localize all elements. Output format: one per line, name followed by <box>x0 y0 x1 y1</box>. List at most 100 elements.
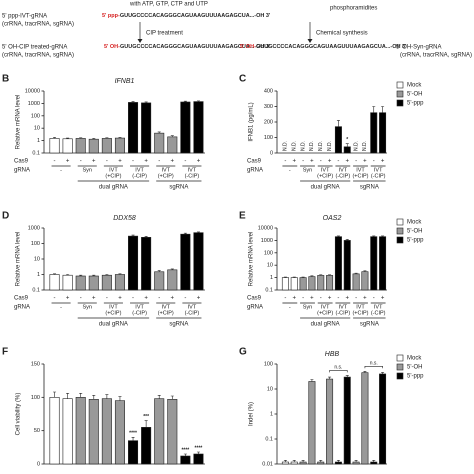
grna-label: Syn <box>303 304 312 310</box>
bar <box>290 461 298 465</box>
row-label: gRNA <box>14 168 30 174</box>
nd-label: N.D. <box>362 141 368 151</box>
error-bar <box>170 268 174 270</box>
group-label: dual gRNA <box>311 185 340 191</box>
bar <box>281 277 289 291</box>
grna-label: IVT <box>161 304 170 310</box>
panel-letter: E <box>239 211 246 222</box>
grna-label: (+CIP) <box>158 310 174 316</box>
y-tick-label: 200 <box>264 119 273 125</box>
cas9-label: - <box>106 296 108 302</box>
y-tick-label: 100 <box>31 395 40 401</box>
error-bar <box>131 437 135 441</box>
legend-swatch <box>396 90 404 98</box>
prefix: 5' ppp- <box>102 13 120 19</box>
legend-swatch <box>396 99 404 107</box>
bar <box>180 101 191 154</box>
arrow-head <box>307 39 313 43</box>
bar <box>334 126 342 154</box>
grna-label: IVT <box>374 304 383 310</box>
group-label: sgRNA <box>169 322 188 328</box>
bar <box>308 381 316 465</box>
error-bar <box>345 143 349 147</box>
scheme: with ATP, GTP, CTP and UTP 5' ppp-IVT-gR… <box>2 2 472 59</box>
cas9-label: + <box>144 296 148 302</box>
cas9-label: + <box>345 296 349 302</box>
grna-label: IVT <box>135 167 144 173</box>
error-bar <box>144 236 148 238</box>
cas9-label: + <box>66 296 70 302</box>
error-bar <box>53 137 57 139</box>
panel-letter: G <box>239 347 247 358</box>
grna-label: IVT <box>109 304 118 310</box>
bar <box>334 236 342 291</box>
nd-label: N.D. <box>300 141 306 151</box>
y-tick-label: 0.1 <box>265 436 273 442</box>
cip: CIP treatment <box>146 31 183 37</box>
cas9-label: - <box>373 159 375 165</box>
cas9-label: - <box>302 296 304 302</box>
seq: GUUGCCCCACAGGGCAGUAAGUUUAAGAGCUA...-OH 3… <box>120 13 271 19</box>
ivt-note: with ATP, GTP, CTP and UTP <box>129 2 208 8</box>
y-tick-label: 10 <box>34 256 40 262</box>
bar <box>88 138 99 154</box>
error-bar <box>53 273 57 275</box>
grna-label: IVT <box>109 167 118 173</box>
error-bar <box>336 235 340 237</box>
bar <box>193 101 204 154</box>
y-tick-label: 0 <box>37 461 40 467</box>
chem: Chemical synthesis <box>316 31 368 37</box>
cas9-label: - <box>54 296 56 302</box>
error-bar <box>183 232 187 235</box>
error-bar <box>157 131 161 134</box>
nd-label: N.D. <box>353 141 359 151</box>
cas9-label: + <box>381 296 385 302</box>
error-bar <box>319 460 323 463</box>
cas9-label: - <box>184 159 186 165</box>
bar <box>88 275 99 291</box>
bar <box>379 373 387 465</box>
error-bar <box>372 106 376 113</box>
bar <box>114 400 125 465</box>
phos: phosphoramidites <box>330 6 377 12</box>
bar <box>343 240 351 291</box>
bar <box>326 275 334 291</box>
ppp-sub: (crRNA, tracrRNA, sgRNA) <box>2 22 74 28</box>
bar <box>326 378 334 465</box>
grna-label: IVT <box>339 167 348 173</box>
row-label: Cas9 <box>14 296 29 302</box>
bar <box>114 137 125 154</box>
cas9-label: - <box>355 296 357 302</box>
y-axis-label: Relative mRNA level <box>16 95 22 150</box>
y-tick-label: 0.1 <box>32 150 40 156</box>
grna-label: Syn <box>303 167 312 173</box>
error-bar <box>170 135 174 137</box>
bar <box>62 274 73 291</box>
cas9-label: + <box>171 296 175 302</box>
grna-label: (-CIP) <box>371 310 386 316</box>
panel-letter: F <box>2 347 8 358</box>
cas9-label: + <box>310 159 314 165</box>
bar <box>167 136 178 154</box>
error-bar <box>319 274 323 276</box>
bar <box>299 277 307 291</box>
oh-label: 5' OH-CIP treated-gRNA <box>2 45 67 51</box>
error-bar <box>345 375 349 378</box>
cas9-label: + <box>66 159 70 165</box>
error-bar <box>372 460 376 463</box>
bar <box>88 399 99 465</box>
bar <box>114 274 125 291</box>
cas9-label: - <box>184 296 186 302</box>
error-bar <box>66 137 70 139</box>
bar <box>193 232 204 291</box>
bar <box>75 275 86 291</box>
error-bar <box>363 270 367 272</box>
cas9-label: + <box>118 296 122 302</box>
grna-label: (+CIP) <box>352 173 368 179</box>
y-tick-label: 0.1 <box>265 287 273 293</box>
bracket-label: n.s. <box>370 361 378 367</box>
bar <box>370 112 378 154</box>
error-bar <box>363 371 367 373</box>
